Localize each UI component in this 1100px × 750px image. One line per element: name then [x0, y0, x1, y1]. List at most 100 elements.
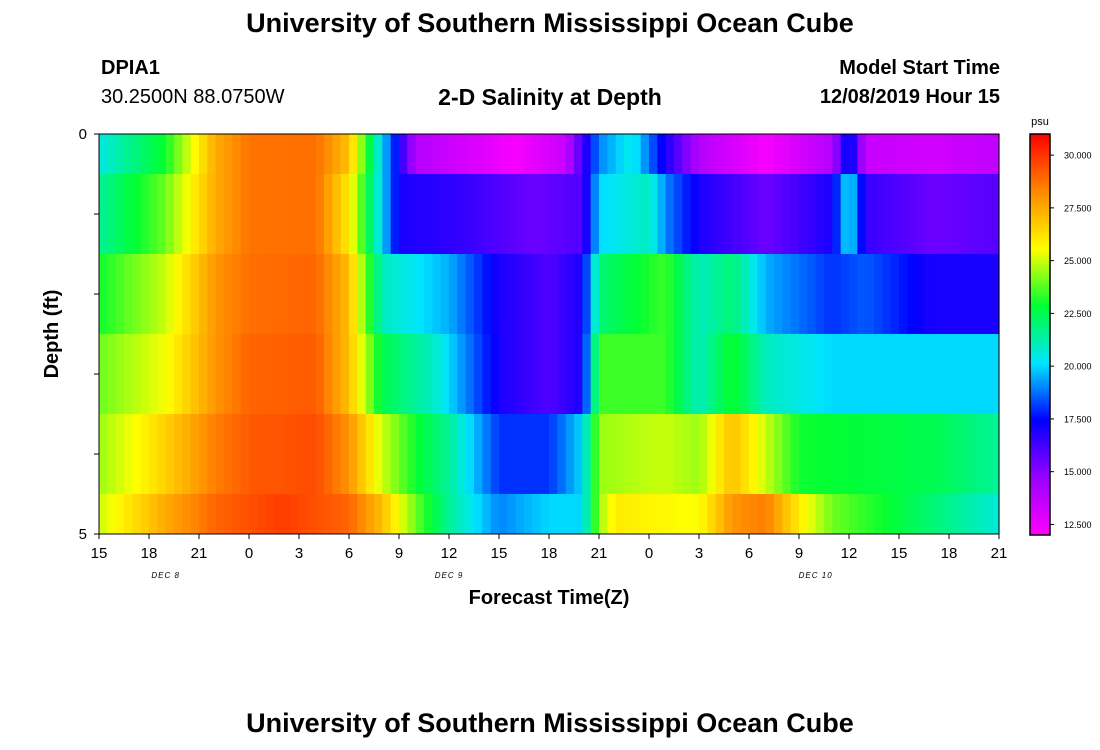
heat-cell	[607, 134, 617, 174]
colorbar-tick-label: 15.000	[1064, 467, 1092, 477]
heat-cell	[99, 174, 108, 254]
heat-cell	[715, 494, 725, 534]
heat-cell	[815, 174, 825, 254]
heat-cell	[915, 414, 925, 494]
heat-cell	[674, 134, 683, 174]
heat-cell	[240, 414, 250, 494]
x-tick-label: 3	[695, 545, 703, 562]
heat-cell	[915, 494, 925, 534]
heat-cell	[440, 134, 450, 174]
heat-cell	[390, 134, 400, 174]
heat-cell	[582, 134, 592, 174]
heat-cell	[149, 414, 158, 494]
heat-cell	[590, 414, 600, 494]
heat-cell	[957, 334, 967, 414]
heat-cell	[632, 174, 642, 254]
heat-cell	[382, 174, 392, 254]
heat-cell	[190, 334, 200, 414]
heat-cell	[624, 414, 633, 494]
heat-cell	[690, 254, 700, 334]
heatmap-cells	[99, 134, 1000, 534]
heat-cell	[274, 134, 283, 174]
heat-cell	[515, 134, 525, 174]
heat-cell	[132, 494, 142, 534]
heat-cell	[482, 134, 492, 174]
date-label: DEC 9	[435, 571, 464, 580]
heat-cell	[724, 334, 733, 414]
heat-cell	[257, 334, 267, 414]
salinity-depth-heatmap: 15 18 21 0 3 6 9 12 15 18 21 0 3 6 9 12 15 18 21 DEC 8 DEC 9…	[41, 116, 1092, 609]
heat-cell	[465, 134, 475, 174]
heat-cell	[774, 334, 783, 414]
heat-cell	[457, 494, 467, 534]
heat-cell	[282, 174, 292, 254]
heat-cell	[990, 494, 1000, 534]
heat-cell	[499, 334, 508, 414]
heat-cell	[407, 494, 417, 534]
heat-cell	[974, 494, 983, 534]
heat-cell	[490, 494, 500, 534]
heat-cell	[640, 174, 650, 254]
heat-cell	[799, 254, 808, 334]
heat-cell	[499, 134, 508, 174]
heat-cell	[674, 414, 683, 494]
heat-cell	[715, 414, 725, 494]
heat-cell	[924, 414, 933, 494]
heat-cell	[732, 254, 742, 334]
heat-cell	[840, 254, 850, 334]
heat-cell	[549, 174, 558, 254]
heat-cell	[865, 134, 875, 174]
heat-cell	[382, 494, 392, 534]
heat-cell	[365, 254, 375, 334]
heat-cell	[290, 494, 300, 534]
heat-cell	[324, 134, 333, 174]
colorbar: psu 30.000 27.500 25.000 22.500 20.000 17.500…	[1029, 116, 1092, 536]
heat-cell	[165, 334, 175, 414]
heat-cell	[665, 494, 675, 534]
heat-cell	[607, 494, 617, 534]
heat-cell	[215, 174, 225, 254]
heat-cell	[707, 254, 717, 334]
heat-cell	[140, 254, 150, 334]
heat-cell	[857, 334, 867, 414]
heat-cell	[399, 254, 408, 334]
heat-cell	[390, 494, 400, 534]
heat-cell	[165, 134, 175, 174]
heat-cell	[932, 134, 942, 174]
heat-cell	[799, 414, 808, 494]
heat-cell	[540, 494, 550, 534]
heat-cell	[899, 174, 908, 254]
heat-cell	[874, 134, 883, 174]
x-tick-label: 6	[345, 545, 353, 562]
heat-cell	[957, 494, 967, 534]
heat-cell	[232, 334, 242, 414]
heat-cell	[132, 414, 142, 494]
heat-cell	[699, 174, 708, 254]
heat-cell	[815, 254, 825, 334]
heat-cell	[974, 414, 983, 494]
heat-cell	[257, 254, 267, 334]
heat-cell	[115, 134, 125, 174]
heat-cell	[640, 414, 650, 494]
heat-cell	[699, 254, 708, 334]
heat-cell	[332, 254, 342, 334]
heat-cell	[182, 414, 192, 494]
heat-cell	[390, 334, 400, 414]
heat-cell	[857, 174, 867, 254]
heat-cell	[807, 174, 817, 254]
heat-cell	[882, 334, 892, 414]
heat-cell	[832, 414, 842, 494]
heat-cell	[549, 334, 558, 414]
heat-cell	[440, 174, 450, 254]
heat-cell	[232, 414, 242, 494]
heat-cell	[224, 414, 233, 494]
heat-cell	[165, 254, 175, 334]
heat-cell	[940, 334, 950, 414]
heat-cell	[182, 134, 192, 174]
heat-cell	[549, 134, 558, 174]
heat-cell	[899, 254, 908, 334]
heat-cell	[307, 334, 317, 414]
heat-cell	[682, 134, 692, 174]
heat-cell	[507, 174, 517, 254]
heat-cell	[482, 494, 492, 534]
